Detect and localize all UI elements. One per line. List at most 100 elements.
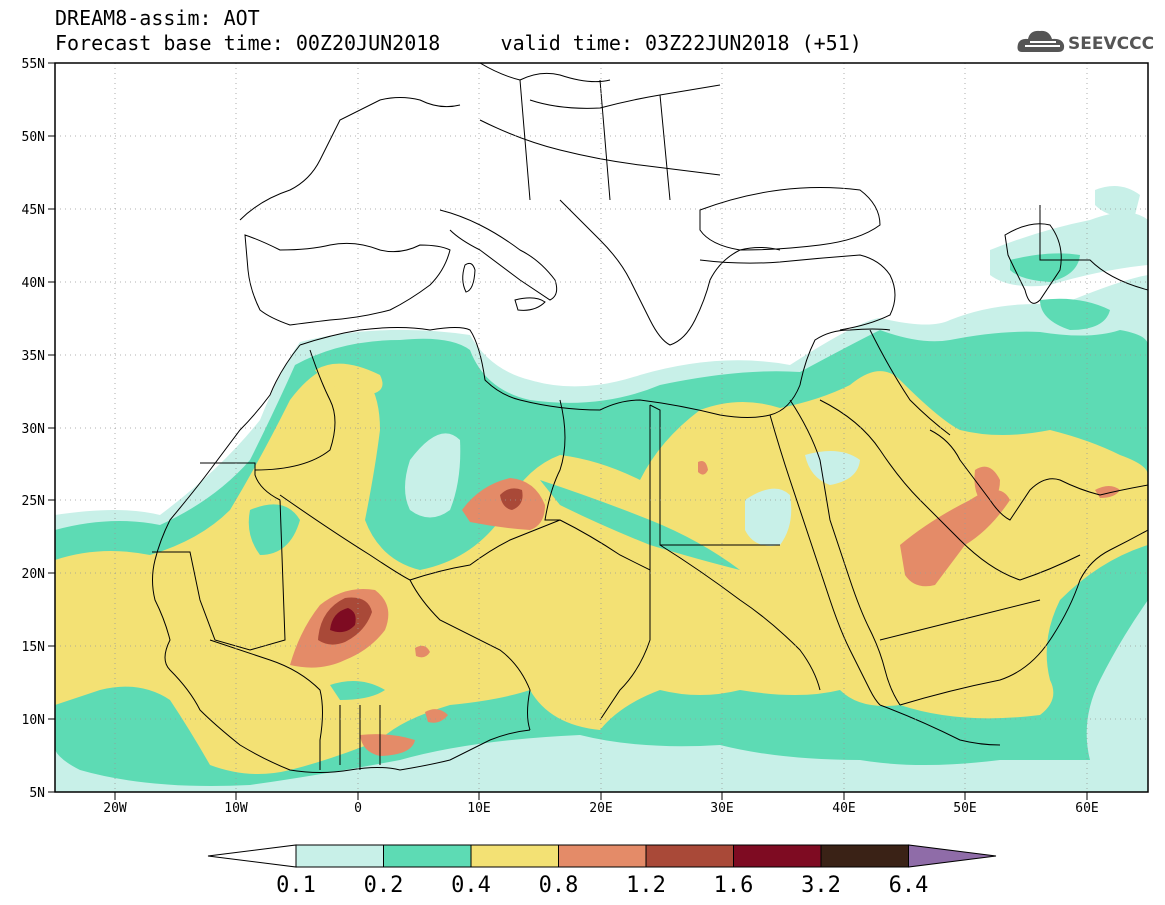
coast-persian-gulf xyxy=(929,429,1148,521)
lat-label: 50N xyxy=(22,130,45,145)
aot-band-0.2-gulf xyxy=(1040,298,1110,330)
colorbar xyxy=(207,844,997,868)
lat-label: 25N xyxy=(22,494,45,509)
coast-italy xyxy=(439,209,558,301)
colorbar-segment xyxy=(820,844,909,868)
border-europe-1 xyxy=(479,119,721,176)
border-mauritania xyxy=(152,462,286,651)
colorbar-label: 3.2 xyxy=(801,873,841,898)
lat-label: 10N xyxy=(22,713,45,728)
border-egypt xyxy=(649,404,780,546)
border-central-asia xyxy=(1039,205,1148,291)
lat-label: 45N xyxy=(22,203,45,218)
base-time-label: Forecast base time: xyxy=(55,31,284,55)
lon-label: 10W xyxy=(224,801,248,816)
aot-band-0.8-egypt xyxy=(698,461,708,475)
cloud-icon xyxy=(1017,30,1065,52)
colorbar-segment xyxy=(383,844,472,868)
coast-horn xyxy=(879,704,1001,746)
aot-band-1.6-mali xyxy=(330,608,356,633)
lon-labels: 20W 10W 0 10E 20E 30E 40E 50E 60E xyxy=(103,801,1098,816)
border-mali-algeria xyxy=(279,494,561,581)
border-sudan xyxy=(659,544,821,691)
border-libya xyxy=(544,399,651,571)
border-ghana xyxy=(339,705,381,770)
forecast-lead: (+51) xyxy=(801,31,862,55)
coast-sicily xyxy=(514,297,546,311)
border-sahel xyxy=(209,639,323,770)
coast-levant xyxy=(799,328,891,386)
green-pocket-nigeria xyxy=(330,681,385,700)
colorbar-segment xyxy=(645,844,734,868)
coast-west-africa xyxy=(152,344,531,773)
aot-band-0.8-qatar xyxy=(974,466,1000,505)
aot-shading xyxy=(55,63,1148,792)
lat-label: 55N xyxy=(22,57,45,72)
coast-red-sea-west xyxy=(769,414,881,706)
colorbar-label: 0.4 xyxy=(451,873,491,898)
border-saudi xyxy=(819,399,1081,581)
base-time-value: 00Z20JUN2018 xyxy=(295,31,441,55)
colorbar-labels: 0.1 0.2 0.4 0.8 1.2 1.6 3.2 6.4 xyxy=(276,873,928,898)
lon-label: 30E xyxy=(710,801,733,816)
chart-title: DREAM8-assim: AOT xyxy=(55,7,260,29)
aot-band-0.8-niger xyxy=(415,645,430,658)
coast-caspian xyxy=(1004,223,1062,304)
colorbar-segment xyxy=(733,844,822,868)
lon-label: 0 xyxy=(354,801,362,816)
lat-label: 5N xyxy=(29,786,45,801)
title-text: DREAM8-assim: AOT xyxy=(55,6,260,30)
time-info: Forecast base time: 00Z20JUN2018 valid t… xyxy=(55,32,862,54)
lat-label: 40N xyxy=(22,276,45,291)
green-pocket-libya xyxy=(540,480,740,570)
lat-label: 35N xyxy=(22,349,45,364)
coast-north-africa xyxy=(299,327,801,418)
lat-label: 20N xyxy=(22,567,45,582)
clear-pocket-algeria xyxy=(405,433,461,518)
colorbar-label: 6.4 xyxy=(889,873,929,898)
aot-band-0.1-arctic xyxy=(1095,186,1140,217)
colorbar-label: 0.1 xyxy=(276,873,316,898)
lon-label: 20E xyxy=(589,801,612,816)
lon-label: 50E xyxy=(953,801,976,816)
lat-label: 15N xyxy=(22,640,45,655)
aot-band-0.4 xyxy=(55,364,1148,774)
lon-label: 10E xyxy=(467,801,490,816)
colorbar-label: 1.6 xyxy=(714,873,754,898)
ticks xyxy=(48,62,1088,800)
colorbar-label: 0.2 xyxy=(364,873,404,898)
graticule xyxy=(55,63,1148,792)
lat-labels: 55N 50N 45N 40N 35N 30N 25N 20N 15N 10N … xyxy=(22,57,45,801)
colorbar-over-arrow xyxy=(908,844,997,868)
coastlines-borders xyxy=(152,63,1148,773)
coast-arabia-south xyxy=(899,529,1148,706)
aot-band-0.4-north xyxy=(315,363,383,395)
green-pocket-mali xyxy=(248,504,300,555)
coast-balkans-greece xyxy=(559,199,781,346)
aot-band-0.8-saudi xyxy=(900,490,1010,587)
coast-sardinia xyxy=(462,262,476,293)
clear-pocket-arabia xyxy=(805,451,860,485)
clear-pocket-sudan xyxy=(745,488,792,546)
colorbar-segment xyxy=(558,844,647,868)
colorbar-under-arrow xyxy=(207,844,297,868)
colorbar-segment xyxy=(295,844,384,868)
border-iraq-iran xyxy=(869,329,951,436)
border-europe-2 xyxy=(519,79,671,201)
coast-scandinavia xyxy=(479,63,611,83)
border-saudi-yemen xyxy=(879,599,1041,641)
seevccc-logo: SEEVCCC xyxy=(1017,30,1154,54)
valid-time-value: 03Z22JUN2018 xyxy=(645,31,790,55)
lat-label: 30N xyxy=(22,422,45,437)
border-niger-nigeria xyxy=(409,579,531,731)
coast-baltic xyxy=(529,84,721,109)
aot-band-1.2-algeria xyxy=(500,488,523,510)
lon-label: 40E xyxy=(832,801,855,816)
colorbar-label: 1.2 xyxy=(626,873,666,898)
colorbar-label: 0.8 xyxy=(539,873,579,898)
coast-turkey xyxy=(699,254,896,331)
colorbar-segment xyxy=(470,844,559,868)
border-chad-sudan xyxy=(599,570,651,721)
coast-france-uk xyxy=(239,97,461,221)
